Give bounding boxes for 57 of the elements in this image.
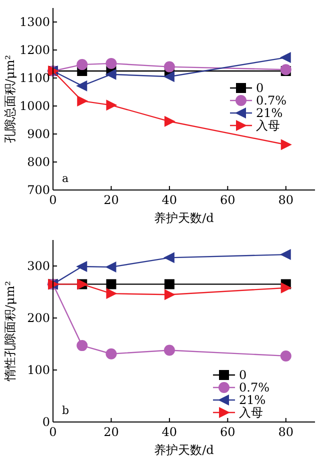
y-tick-label: 0 [42,415,50,429]
point [106,279,116,290]
point [280,139,292,150]
point [76,80,88,92]
x-axis-title: 养护天数/d [154,211,214,225]
point [106,348,117,360]
legend-label: 入母 [239,406,263,420]
point [76,340,88,352]
y-axis-title: 孔隙总面积/μm² [3,54,17,144]
y-tick-label: 1200 [19,43,50,57]
y-tick-label: 800 [27,155,50,169]
legend-label: 0.7% [239,380,270,394]
x-axis-title: 养护天数/d [154,443,214,457]
y-tick-label: 700 [27,183,50,197]
y-tick-label: 300 [27,259,50,273]
annotation: b [62,404,70,417]
x-tick-label: 80 [278,193,294,207]
legend-label: 21% [239,393,266,407]
point [280,282,292,294]
x-tick-label: 60 [220,425,236,439]
legend-label: 21% [256,106,283,120]
x-tick-label: 20 [104,425,119,439]
point [106,288,118,300]
y-tick-label: 1300 [19,15,50,29]
point [163,252,174,264]
point [163,71,174,82]
x-tick-label: 20 [104,193,119,207]
point [280,249,291,260]
point [164,344,175,356]
y-tick-label: 900 [27,127,50,141]
y-tick-label: 1000 [19,99,50,113]
x-tick-label: 40 [162,425,178,439]
y-tick-label: 1100 [19,71,50,85]
legend-label: 0 [256,81,264,95]
y-axis-title: 惰性孔隙面积/μm² [3,280,17,382]
legend-label: 入母 [256,118,280,132]
y-tick-label: 200 [27,311,50,325]
point [164,61,175,72]
point [280,52,291,64]
legend-label: 0 [239,368,247,382]
point [280,350,292,362]
point [105,262,116,273]
x-tick-label: 40 [162,193,178,207]
legend-label: 0.7% [256,94,286,108]
point [164,279,174,290]
x-tick-label: 80 [278,425,294,439]
point [106,100,118,111]
x-tick-label: 60 [220,193,236,207]
point [76,261,88,272]
point [76,59,88,70]
point [106,58,117,69]
point [105,68,116,80]
y-tick-label: 100 [27,363,50,377]
point [164,289,176,300]
annotation: a [62,172,69,185]
point [77,95,88,106]
point [164,116,176,127]
